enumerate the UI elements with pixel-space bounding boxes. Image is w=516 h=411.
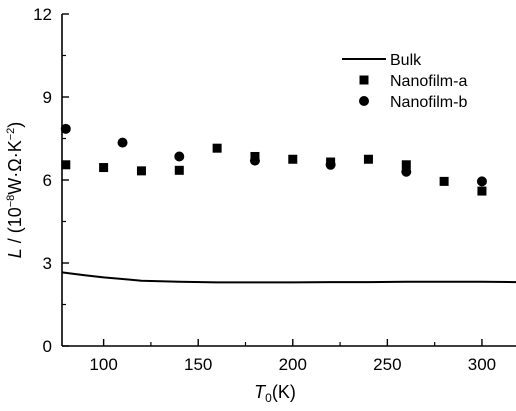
x-axis-symbol: T [254,382,267,402]
bulk-line [61,271,516,284]
y-axis-suffix: ) [5,122,25,128]
nanofilm-b-point [60,123,71,134]
nanofilm-b-point [174,151,185,162]
x-tick-label: 100 [89,355,117,374]
legend-label: Nanofilm-a [390,73,467,90]
axes-layer [61,13,516,347]
y-tick-label: 9 [43,88,52,107]
legend-swatch-square [359,75,369,85]
marks-layer [60,123,516,284]
legend-label: Bulk [390,52,422,69]
x-axis-subscript: 0 [265,391,272,405]
nanofilm-a-point [439,176,449,186]
nanofilm-a-point [363,154,373,164]
nanofilm-b-point [401,166,412,177]
legend-label: Nanofilm-b [390,94,467,111]
nanofilm-b-point [249,155,260,166]
x-tick-label: 200 [279,355,307,374]
y-axis-exponent: −2 [5,128,17,141]
x-tick-label: 300 [468,355,496,374]
y-axis-units: W·Ω·K [5,140,25,194]
nanofilm-a-point [477,186,487,196]
y-axis-title: L / (10−8W·Ω·K−2) [5,122,25,259]
x-tick-label: 150 [184,355,212,374]
legend-swatch-circle [359,96,369,106]
legend: Bulk Nanofilm-a Nanofilm-b [342,52,467,111]
x-axis-unit: (K) [272,382,296,402]
nanofilm-a-point [61,160,71,170]
y-axis-exponent: −8 [5,195,17,208]
y-tick-label: 0 [43,337,52,356]
x-axis-title: T0(K) [254,382,296,405]
x-tick-label: 250 [373,355,401,374]
nanofilm-b-point [476,176,487,187]
nanofilm-b-point [117,137,128,148]
y-axis-prefix: / (10 [5,207,25,248]
nanofilm-a-point [136,166,146,176]
y-axis-symbol: L [5,248,25,258]
y-tick-label: 12 [33,5,52,24]
nanofilm-a-point [99,163,109,173]
nanofilm-a-point [288,154,298,164]
y-tick-label: 3 [43,254,52,273]
nanofilm-a-point [212,143,222,153]
nanofilm-b-point [325,159,336,170]
nanofilm-a-point [174,165,184,175]
y-tick-label: 6 [43,171,52,190]
nanofilm-a-point [401,160,411,170]
